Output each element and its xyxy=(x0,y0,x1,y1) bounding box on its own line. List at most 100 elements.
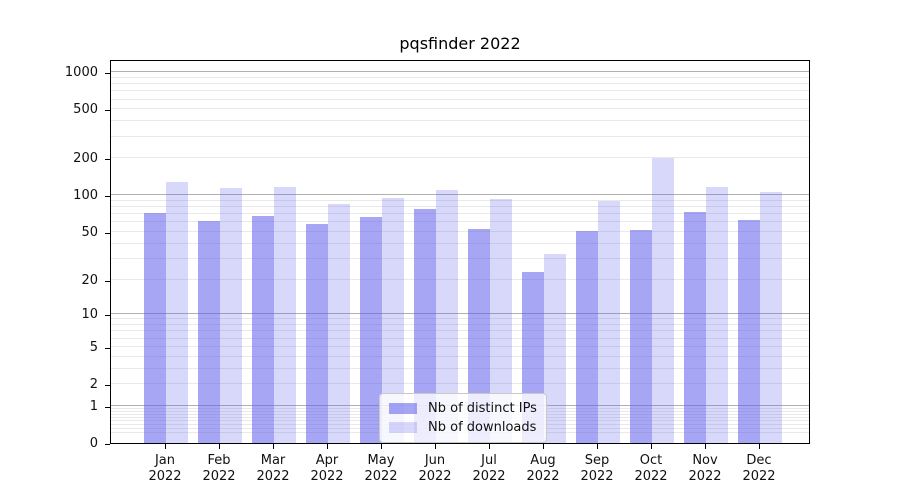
legend-item-distinct-ips: Nb of distinct IPs xyxy=(389,399,537,418)
gridline xyxy=(111,90,809,92)
y-tick-label: 100 xyxy=(73,188,98,204)
y-tick-mark xyxy=(105,385,110,386)
x-tick-mark xyxy=(489,444,490,449)
x-tick-label: Mar 2022 xyxy=(256,453,290,484)
bar xyxy=(544,253,566,443)
bar xyxy=(382,197,404,443)
x-tick-mark xyxy=(435,444,436,449)
chart-title: pqsfinder 2022 xyxy=(399,34,521,53)
x-tick-label: Nov 2022 xyxy=(688,453,722,484)
y-tick-mark xyxy=(105,233,110,234)
gridline xyxy=(111,83,809,85)
y-tick-mark xyxy=(105,159,110,161)
x-tick-label: May 2022 xyxy=(364,453,398,484)
bar xyxy=(166,182,188,443)
y-tick-label: 500 xyxy=(73,102,98,118)
bar xyxy=(198,220,220,443)
y-axis: 0 1 2 5 10 20 50 100 200 500 1000 xyxy=(0,60,110,451)
legend-swatch-distinct-ips xyxy=(389,403,417,414)
gridline xyxy=(111,231,809,232)
gridline xyxy=(111,108,809,110)
y-tick-label: 20 xyxy=(81,272,98,288)
y-tick-mark xyxy=(105,280,110,282)
x-tick-label: Jun 2022 xyxy=(418,453,452,484)
y-tick-label: 1 xyxy=(89,398,98,414)
bar xyxy=(490,198,512,443)
x-tick-label: Feb 2022 xyxy=(202,453,236,484)
y-tick-mark xyxy=(105,315,110,317)
y-tick-mark xyxy=(105,406,110,408)
gridline xyxy=(111,355,809,357)
gridline xyxy=(111,330,809,332)
gridline xyxy=(111,221,809,223)
x-tick-mark xyxy=(381,444,382,449)
y-tick-label: 200 xyxy=(73,151,98,167)
bar xyxy=(436,190,458,443)
gridline xyxy=(111,313,809,315)
x-tick-label: Aug 2022 xyxy=(526,453,560,484)
x-tick-mark xyxy=(273,444,274,449)
y-tick-label: 50 xyxy=(81,225,98,240)
legend-label-downloads: Nb of downloads xyxy=(428,420,537,435)
x-tick-label: Sep 2022 xyxy=(580,453,614,484)
x-tick-mark xyxy=(327,444,328,449)
x-tick-label: Apr 2022 xyxy=(310,453,344,484)
x-tick-mark xyxy=(759,444,760,449)
x-tick-mark xyxy=(543,444,544,449)
gridline xyxy=(111,199,809,201)
y-tick-label: 5 xyxy=(89,339,98,355)
gridline xyxy=(111,367,809,369)
bar xyxy=(630,229,652,443)
y-tick-label: 10 xyxy=(81,307,98,323)
gridline xyxy=(111,76,809,78)
x-tick-mark xyxy=(597,444,598,449)
y-tick-label: 2 xyxy=(89,377,98,392)
y-tick-mark xyxy=(105,110,110,112)
bar xyxy=(414,208,436,443)
bar xyxy=(468,228,490,443)
x-tick-label: Dec 2022 xyxy=(742,453,776,484)
y-tick-mark xyxy=(105,347,110,349)
y-tick-label: 1000 xyxy=(64,65,98,81)
legend: Nb of distinct IPs Nb of downloads xyxy=(379,393,547,443)
bar xyxy=(360,217,382,443)
gridline xyxy=(111,194,809,196)
plot-area: Nb of distinct IPs Nb of downloads xyxy=(110,60,810,444)
bar xyxy=(706,187,728,443)
gridline xyxy=(111,278,809,280)
gridline xyxy=(111,324,809,326)
bar xyxy=(274,187,296,443)
bar xyxy=(144,212,166,443)
bar xyxy=(306,224,328,443)
gridline xyxy=(111,337,809,339)
x-tick-mark xyxy=(651,444,652,449)
gridline xyxy=(111,157,809,159)
x-tick-label: Jul 2022 xyxy=(472,453,506,484)
bar xyxy=(652,157,674,443)
y-tick-mark xyxy=(105,196,110,198)
gridline xyxy=(111,120,809,122)
gridline xyxy=(111,345,809,347)
bar xyxy=(738,219,760,443)
bar xyxy=(252,215,274,443)
legend-label-distinct-ips: Nb of distinct IPs xyxy=(428,401,537,416)
y-tick-mark xyxy=(105,73,110,75)
gridline xyxy=(111,318,809,320)
gridline xyxy=(111,257,809,259)
gridline xyxy=(111,213,809,215)
x-tick-mark xyxy=(705,444,706,449)
gridline xyxy=(111,242,809,244)
x-tick-mark xyxy=(165,444,166,449)
bar xyxy=(576,231,598,443)
legend-swatch-downloads xyxy=(389,422,417,433)
bar xyxy=(684,212,706,443)
x-tick-label: Jan 2022 xyxy=(148,453,182,484)
gridline xyxy=(111,383,809,384)
gridline xyxy=(111,98,809,100)
x-tick-label: Oct 2022 xyxy=(634,453,668,484)
bar xyxy=(220,188,242,443)
bar xyxy=(328,204,350,443)
gridline xyxy=(111,135,809,137)
legend-item-downloads: Nb of downloads xyxy=(389,418,537,437)
